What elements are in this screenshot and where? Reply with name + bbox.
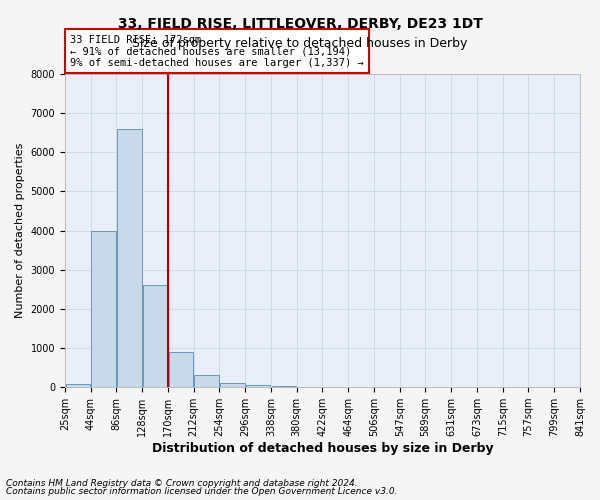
Text: Contains public sector information licensed under the Open Government Licence v3: Contains public sector information licen… <box>6 487 398 496</box>
Bar <box>194 376 219 387</box>
Bar <box>143 286 167 387</box>
Bar <box>91 230 116 387</box>
Text: 33, FIELD RISE, LITTLEOVER, DERBY, DE23 1DT: 33, FIELD RISE, LITTLEOVER, DERBY, DE23 … <box>118 18 482 32</box>
Bar <box>220 382 245 387</box>
X-axis label: Distribution of detached houses by size in Derby: Distribution of detached houses by size … <box>152 442 493 455</box>
Text: Contains HM Land Registry data © Crown copyright and database right 2024.: Contains HM Land Registry data © Crown c… <box>6 478 358 488</box>
Bar <box>65 384 90 387</box>
Bar <box>169 352 193 387</box>
Text: Size of property relative to detached houses in Derby: Size of property relative to detached ho… <box>133 38 467 51</box>
Y-axis label: Number of detached properties: Number of detached properties <box>15 143 25 318</box>
Bar <box>246 385 270 387</box>
Bar <box>117 129 142 387</box>
Text: 33 FIELD RISE: 172sqm
← 91% of detached houses are smaller (13,194)
9% of semi-d: 33 FIELD RISE: 172sqm ← 91% of detached … <box>70 34 364 68</box>
Bar <box>272 386 296 387</box>
